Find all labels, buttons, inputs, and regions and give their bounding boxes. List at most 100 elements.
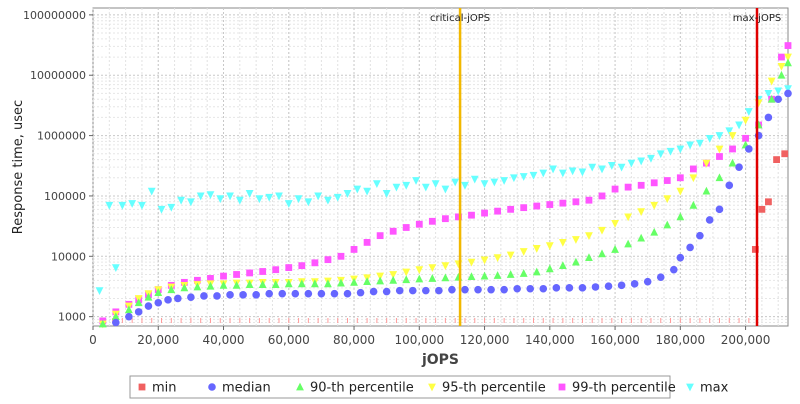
data-point	[144, 292, 153, 301]
data-point	[656, 150, 665, 159]
data-marks	[95, 42, 792, 329]
data-point	[520, 204, 528, 212]
data-point	[422, 286, 430, 295]
data-point	[278, 289, 287, 298]
data-point	[186, 198, 195, 207]
data-point	[174, 294, 182, 303]
data-point	[448, 285, 456, 294]
data-point	[532, 267, 541, 276]
legend-label: 99-th percentile	[572, 381, 676, 396]
data-point	[510, 174, 518, 183]
data-point	[219, 280, 228, 289]
data-point	[689, 174, 698, 183]
data-point	[533, 202, 541, 210]
data-point	[252, 291, 260, 299]
data-point	[507, 205, 515, 213]
data-point	[138, 201, 146, 210]
data-point	[764, 113, 773, 122]
data-point	[650, 179, 658, 187]
data-point	[134, 308, 143, 316]
data-point	[784, 42, 792, 49]
data-point	[480, 271, 489, 280]
y-tick-label: 1000	[58, 311, 86, 324]
data-point	[194, 276, 201, 284]
data-point	[493, 254, 502, 263]
data-point	[441, 215, 449, 223]
data-point	[408, 286, 417, 295]
data-point	[539, 284, 548, 293]
data-point	[239, 291, 247, 299]
data-point	[565, 284, 574, 292]
y-tick-label: 100000000	[23, 9, 86, 22]
data-point	[552, 284, 561, 292]
data-point	[382, 190, 391, 198]
data-point	[213, 292, 221, 300]
data-point	[598, 226, 606, 235]
data-point	[784, 53, 792, 62]
legend-entry: 90-th percentile	[296, 381, 414, 396]
data-point	[428, 217, 436, 225]
data-point	[298, 262, 306, 270]
data-point	[663, 177, 671, 184]
legend-marker	[138, 383, 146, 391]
data-point	[480, 256, 489, 265]
data-point	[777, 63, 786, 71]
data-point	[395, 286, 404, 295]
data-point	[778, 53, 785, 61]
data-point	[637, 233, 646, 242]
x-tick-label: 40,000	[203, 333, 245, 347]
data-point	[343, 190, 352, 198]
y-axis-label: Response time, usec	[11, 100, 26, 234]
data-point	[519, 269, 528, 277]
data-point	[467, 272, 476, 281]
data-point	[676, 253, 685, 262]
data-point	[611, 220, 619, 228]
data-point	[588, 163, 597, 172]
data-point	[441, 262, 450, 271]
data-point	[725, 181, 734, 190]
axis-labels: 0 20,000 40,000 60,000 80,000 100,000 120,000 1…	[11, 9, 770, 368]
data-point	[180, 283, 189, 292]
annotation-lines: critical-jOPS max-jOPS	[430, 8, 781, 326]
data-point	[624, 213, 633, 222]
data-point	[258, 280, 267, 288]
data-point	[637, 181, 645, 189]
data-point	[773, 156, 780, 164]
data-point	[441, 273, 450, 282]
data-point	[402, 181, 411, 190]
data-point	[568, 167, 577, 176]
data-point	[451, 178, 460, 187]
data-point	[294, 195, 303, 204]
data-point	[725, 127, 734, 136]
data-point	[656, 273, 665, 282]
data-point	[494, 207, 502, 215]
annotation-label: critical-jOPS	[430, 13, 490, 24]
data-point	[539, 169, 548, 178]
data-point	[421, 183, 430, 192]
data-point	[376, 232, 384, 240]
data-point	[200, 292, 208, 300]
data-point	[745, 145, 753, 153]
data-point	[245, 280, 254, 288]
data-point	[297, 279, 306, 288]
data-point	[272, 266, 280, 274]
data-point	[689, 165, 697, 173]
data-point	[167, 203, 176, 212]
legend-label: median	[222, 381, 271, 396]
data-point	[519, 248, 528, 256]
data-point	[702, 159, 711, 168]
x-tick-label: 180,000	[656, 333, 706, 347]
data-point	[474, 285, 482, 294]
data-point	[376, 276, 385, 285]
data-point	[735, 163, 743, 171]
data-point	[545, 264, 554, 273]
data-point	[363, 277, 371, 286]
data-point	[226, 291, 234, 299]
data-point	[128, 200, 137, 208]
data-point	[333, 193, 342, 202]
data-point	[259, 268, 267, 275]
data-point	[735, 121, 743, 130]
data-point	[637, 157, 646, 166]
legend-marker	[558, 383, 566, 391]
